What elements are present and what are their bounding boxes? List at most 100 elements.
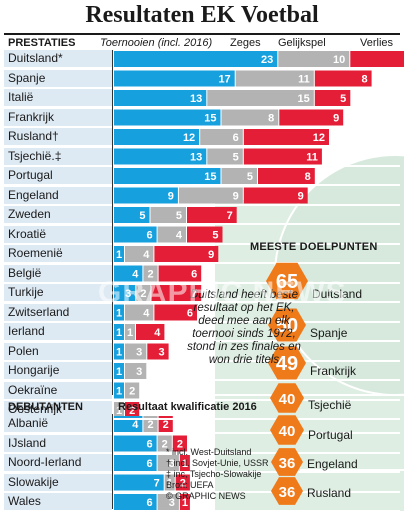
draws-header: Gelijkspel <box>278 37 326 49</box>
scorer-country-1: Spanje <box>310 326 348 340</box>
prestaties-wins-bar <box>114 70 235 87</box>
prestaties-row-separator <box>4 242 400 245</box>
scorer-hexagon <box>266 262 308 300</box>
prestaties-draws-bar <box>125 343 147 360</box>
prestaties-wins-bar <box>114 187 178 204</box>
prestaties-draws-label: 5 <box>247 171 253 183</box>
debutanten-axis-line <box>112 414 113 509</box>
prestaties-draws-label: 2 <box>140 288 146 300</box>
prestaties-country-2: Italië <box>4 89 112 106</box>
prestaties-country-13: Zwitserland <box>4 303 112 321</box>
prestaties-draws-label: 8 <box>268 113 274 125</box>
debutanten-losses-label: 1 <box>182 458 188 470</box>
prestaties-draws-bar <box>114 402 124 418</box>
prestaties-wins-label: 15 <box>204 171 216 183</box>
scorer-country-0: Duitsland <box>312 287 363 301</box>
prestaties-row-separator <box>4 67 400 69</box>
title-rule <box>4 33 400 35</box>
debutanten-wins-label: 7 <box>154 478 160 490</box>
prestaties-draws-label: 5 <box>176 210 182 222</box>
prestaties-wins-label: 17 <box>218 74 230 86</box>
prestaties-draws-label: 4 <box>176 230 183 242</box>
scorer-hexagon <box>268 346 306 380</box>
scorer-hexagon <box>270 415 304 445</box>
prestaties-country-6: Portugal <box>4 167 112 184</box>
prestaties-wins-bar <box>114 51 278 67</box>
prestaties-draws-bar <box>235 70 314 87</box>
debutanten-country-4: Wales <box>4 493 112 510</box>
prestaties-losses-bar <box>243 148 322 165</box>
prestaties-draws-label: 11 <box>298 74 310 86</box>
prestaties-draws-bar <box>207 148 243 165</box>
prestaties-wins-label: 3 <box>125 288 131 300</box>
prestaties-country-0: Duitsland* <box>4 50 112 67</box>
prestaties-country-14: Ierland <box>4 323 112 340</box>
prestaties-wins-label: 1 <box>116 249 122 261</box>
debutanten-draws-label: 2 <box>162 439 168 451</box>
prestaties-draws-label: 1 <box>116 405 122 417</box>
prestaties-row-separator <box>4 418 400 420</box>
prestaties-draws-bar <box>125 304 154 321</box>
debutanten-wins-label: 6 <box>146 458 152 470</box>
prestaties-row-separator <box>4 145 400 147</box>
prestaties-row-separator <box>4 320 400 323</box>
prestaties-losses-bar <box>187 207 237 223</box>
prestaties-wins-label: 1 <box>116 308 122 320</box>
prestaties-wins-label: 4 <box>132 269 139 281</box>
prestaties-row-separator <box>4 398 400 401</box>
prestaties-losses-label: 11 <box>306 152 318 164</box>
debutanten-losses-bar <box>158 416 173 432</box>
prestaties-losses-label: 7 <box>191 288 197 300</box>
prestaties-losses-bar <box>158 265 202 282</box>
scorer-goals: 36 <box>279 455 296 472</box>
prestaties-wins-label: 13 <box>190 93 202 105</box>
prestaties-draws-label: 5 <box>233 152 239 164</box>
prestaties-losses-label: 3 <box>158 347 164 359</box>
prestaties-row-separator <box>4 86 400 89</box>
debutanten-country-3: Slowakije <box>4 473 112 491</box>
scorer-goals: 36 <box>279 484 296 501</box>
debutanten-country-2: Noord-Ierland <box>4 454 112 471</box>
prestaties-losses-bar <box>125 402 140 418</box>
prestaties-wins-label: 1 <box>116 366 122 378</box>
scorer-country-6: Rusland <box>307 486 352 500</box>
prestaties-draws-bar <box>221 109 279 126</box>
axis-line <box>112 50 113 395</box>
prestaties-wins-bar <box>114 148 207 165</box>
prestaties-losses-label: 12 <box>313 132 325 144</box>
prestaties-country-18: Oostenrijk <box>4 401 112 418</box>
prestaties-wins-label: 15 <box>204 113 216 125</box>
prestaties-country-16: Hongarije <box>4 362 112 379</box>
prestaties-draws-label: 6 <box>233 132 239 144</box>
prestaties-wins-bar <box>114 207 150 223</box>
prestaties-row-separator <box>4 379 400 381</box>
prestaties-draws-bar <box>207 90 314 106</box>
prestaties-row-separator <box>4 106 400 108</box>
prestaties-wins-label: 5 <box>139 210 145 222</box>
scorer-hexagon <box>270 383 304 413</box>
debutanten-losses-bar <box>172 435 187 452</box>
debutanten-row-separator <box>4 490 400 493</box>
prestaties-draws-bar <box>157 226 186 243</box>
debutanten-draws-label: 3 <box>169 497 175 509</box>
debutanten-header: DEBUTANTEN <box>8 401 83 413</box>
prestaties-country-4: Rusland† <box>4 128 112 145</box>
prestaties-draws-label: 4 <box>143 249 150 261</box>
prestaties-losses-bar <box>314 90 351 106</box>
scorer-hexagon <box>271 477 303 505</box>
prestaties-country-7: Engeland <box>4 186 112 204</box>
debutanten-row-separator <box>4 451 400 454</box>
prestaties-draws-label: 15 <box>298 93 310 105</box>
scorer-goals: 49 <box>276 353 298 375</box>
prestaties-losses-bar <box>279 109 344 126</box>
prestaties-draws-bar <box>150 207 186 223</box>
prestaties-losses-label: 6 <box>191 269 197 281</box>
debutanten-wins-bar <box>114 494 157 510</box>
prestaties-country-9: Kroatië <box>4 225 112 243</box>
prestaties-row-separator <box>4 164 400 167</box>
prestaties-losses-label: 5 <box>340 93 346 105</box>
footnote-soviet-union: † incl. Sovjet-Unie, USSR <box>166 458 269 468</box>
prestaties-losses-label: 8 <box>361 74 367 86</box>
prestaties-losses-bar <box>314 70 372 87</box>
prestaties-wins-bar <box>114 129 200 145</box>
